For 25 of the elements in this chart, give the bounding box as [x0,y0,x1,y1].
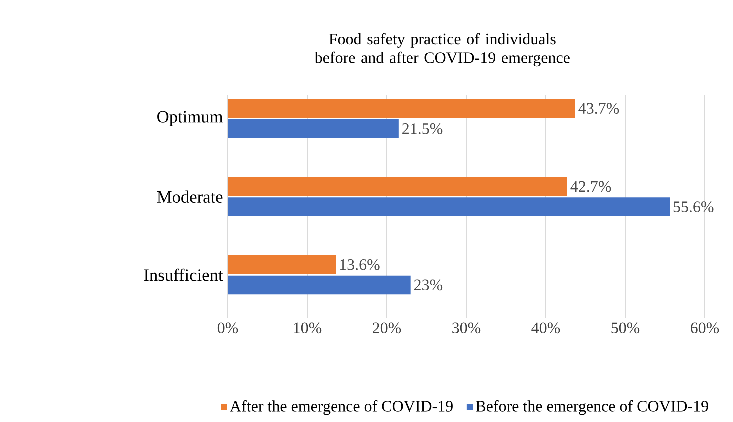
x-tick-label: 30% [452,322,481,334]
legend-label: After the emergence of COVID-19 [230,400,453,416]
x-tick-label: 60% [691,322,720,334]
y-tick-label: Moderate [157,190,223,203]
y-tick-label: Insufficient [144,268,224,282]
data-label: 21.5% [402,124,443,134]
data-label: 43.7% [578,103,620,114]
x-tick-label: 10% [294,322,322,334]
bar [228,276,411,295]
legend-label: Before the emergence of COVID-19 [476,400,708,416]
bar [228,256,336,274]
x-tick-label: 50% [612,322,640,334]
bar [228,198,670,216]
x-tick-label: 40% [532,322,560,334]
chart-title: Food safety practice of individuals before and after COVID-19 emergence [314,33,570,67]
x-tick-label: 0% [218,322,238,334]
data-label: 42.7% [570,181,612,192]
bar [228,120,399,138]
bar [228,99,576,118]
bar [228,177,568,196]
x-tick-label: 20% [373,322,402,334]
data-label: 23% [414,280,443,291]
data-label: 55.6% [674,202,714,212]
data-label: 13.6% [340,259,380,270]
y-tick-label: Optimum [158,111,224,126]
